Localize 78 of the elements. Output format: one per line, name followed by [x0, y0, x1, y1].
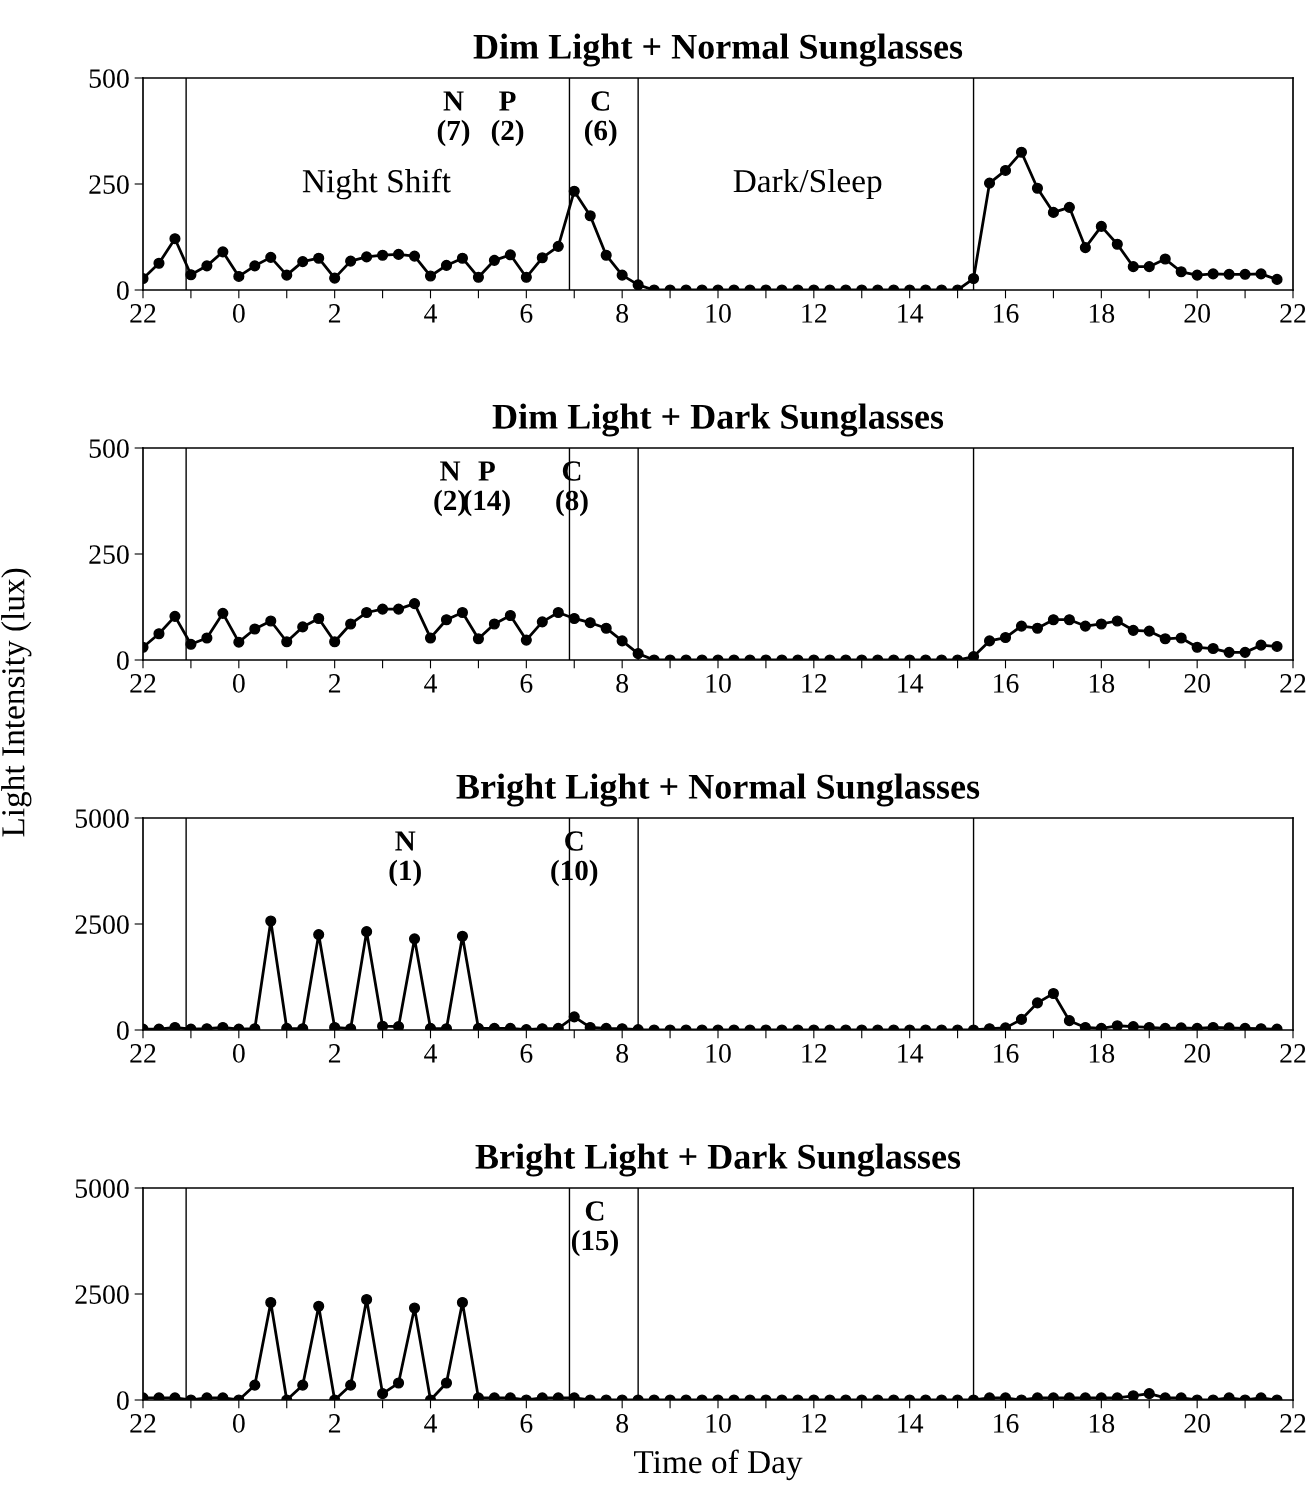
x-tick-label: 18 [1089, 1044, 1115, 1063]
y-tick-label: 0 [116, 651, 129, 670]
annotation: P (2) [491, 91, 524, 147]
x-tick-label: 4 [424, 1414, 438, 1433]
x-tick-label: 16 [994, 304, 1019, 323]
y-tick-label: 5000 [75, 809, 129, 828]
y-tick-label: 250 [89, 545, 129, 564]
chart-title: Bright Light + Dark Sunglasses [475, 1143, 961, 1177]
x-tick-label: 0 [232, 674, 245, 693]
y-tick-label: 2500 [75, 1285, 129, 1304]
x-tick-label: 8 [616, 304, 629, 323]
x-tick-label: 20 [1184, 1044, 1210, 1063]
x-tick-label: 6 [520, 674, 533, 693]
x-tick-label: 22 [1280, 1044, 1306, 1063]
x-tick-label: 6 [520, 304, 533, 323]
x-tick-label: 10 [706, 674, 731, 693]
annotation: C (6) [584, 91, 617, 147]
y-tick-label: 500 [89, 439, 129, 458]
x-tick-label: 18 [1089, 1414, 1115, 1433]
x-tick-label: 18 [1089, 674, 1115, 693]
x-tick-label: 4 [424, 304, 438, 323]
x-tick-label: 14 [898, 1044, 924, 1063]
x-tick-label: 8 [616, 1044, 629, 1063]
x-axis-title: Time of Day [634, 1449, 803, 1481]
annotation: Night Shift [302, 168, 451, 200]
annotation: N (7) [437, 91, 470, 147]
x-tick-label: 2 [328, 304, 341, 323]
chart-title: Dim Light + Normal Sunglasses [473, 33, 963, 67]
annotation: N (1) [389, 831, 421, 887]
x-tick-label: 22 [1280, 304, 1306, 323]
x-tick-label: 12 [802, 1414, 827, 1433]
x-tick-label: 14 [898, 304, 924, 323]
x-tick-label: 10 [706, 304, 731, 323]
annotation: N (2) [434, 461, 466, 517]
x-tick-label: 20 [1184, 1414, 1210, 1433]
x-tick-label: 4 [424, 674, 438, 693]
x-tick-label: 2 [328, 674, 341, 693]
x-tick-label: 2 [328, 1044, 341, 1063]
x-tick-label: 12 [802, 304, 827, 323]
x-tick-label: 2 [328, 1414, 341, 1433]
y-tick-label: 2500 [75, 915, 129, 934]
y-tick-label: 0 [116, 1021, 129, 1040]
x-tick-label: 6 [520, 1414, 533, 1433]
y-tick-label: 500 [89, 69, 129, 88]
x-tick-label: 18 [1089, 304, 1115, 323]
chart-title: Bright Light + Normal Sunglasses [456, 773, 980, 807]
x-tick-label: 6 [520, 1044, 533, 1063]
x-tick-label: 16 [994, 674, 1019, 693]
x-tick-label: 4 [424, 1044, 438, 1063]
x-tick-label: 22 [1280, 1414, 1306, 1433]
x-tick-label: 22 [130, 1414, 156, 1433]
x-tick-label: 14 [898, 674, 924, 693]
annotation: Dark/Sleep [733, 168, 882, 200]
x-tick-label: 14 [898, 1414, 924, 1433]
x-tick-label: 16 [994, 1044, 1019, 1063]
x-tick-label: 10 [706, 1414, 731, 1433]
x-tick-label: 12 [802, 1044, 827, 1063]
x-tick-label: 0 [232, 1044, 245, 1063]
y-tick-label: 5000 [75, 1179, 129, 1198]
x-tick-label: 22 [130, 304, 156, 323]
x-tick-label: 0 [232, 1414, 245, 1433]
y-tick-label: 0 [116, 1391, 129, 1410]
chart-title: Dim Light + Dark Sunglasses [492, 403, 944, 437]
x-tick-label: 10 [706, 1044, 731, 1063]
x-tick-label: 0 [232, 304, 245, 323]
x-tick-label: 20 [1184, 304, 1210, 323]
x-tick-label: 12 [802, 674, 827, 693]
annotation: C (15) [571, 1201, 618, 1257]
x-tick-label: 8 [616, 1414, 629, 1433]
y-tick-label: 250 [89, 175, 129, 194]
x-tick-label: 8 [616, 674, 629, 693]
x-tick-label: 16 [994, 1414, 1019, 1433]
x-tick-label: 22 [130, 1044, 156, 1063]
y-tick-label: 0 [116, 281, 129, 300]
x-tick-label: 22 [130, 674, 156, 693]
x-tick-label: 22 [1280, 674, 1306, 693]
y-axis-title: Light Intensity (lux) [1, 568, 32, 837]
x-tick-label: 20 [1184, 674, 1210, 693]
